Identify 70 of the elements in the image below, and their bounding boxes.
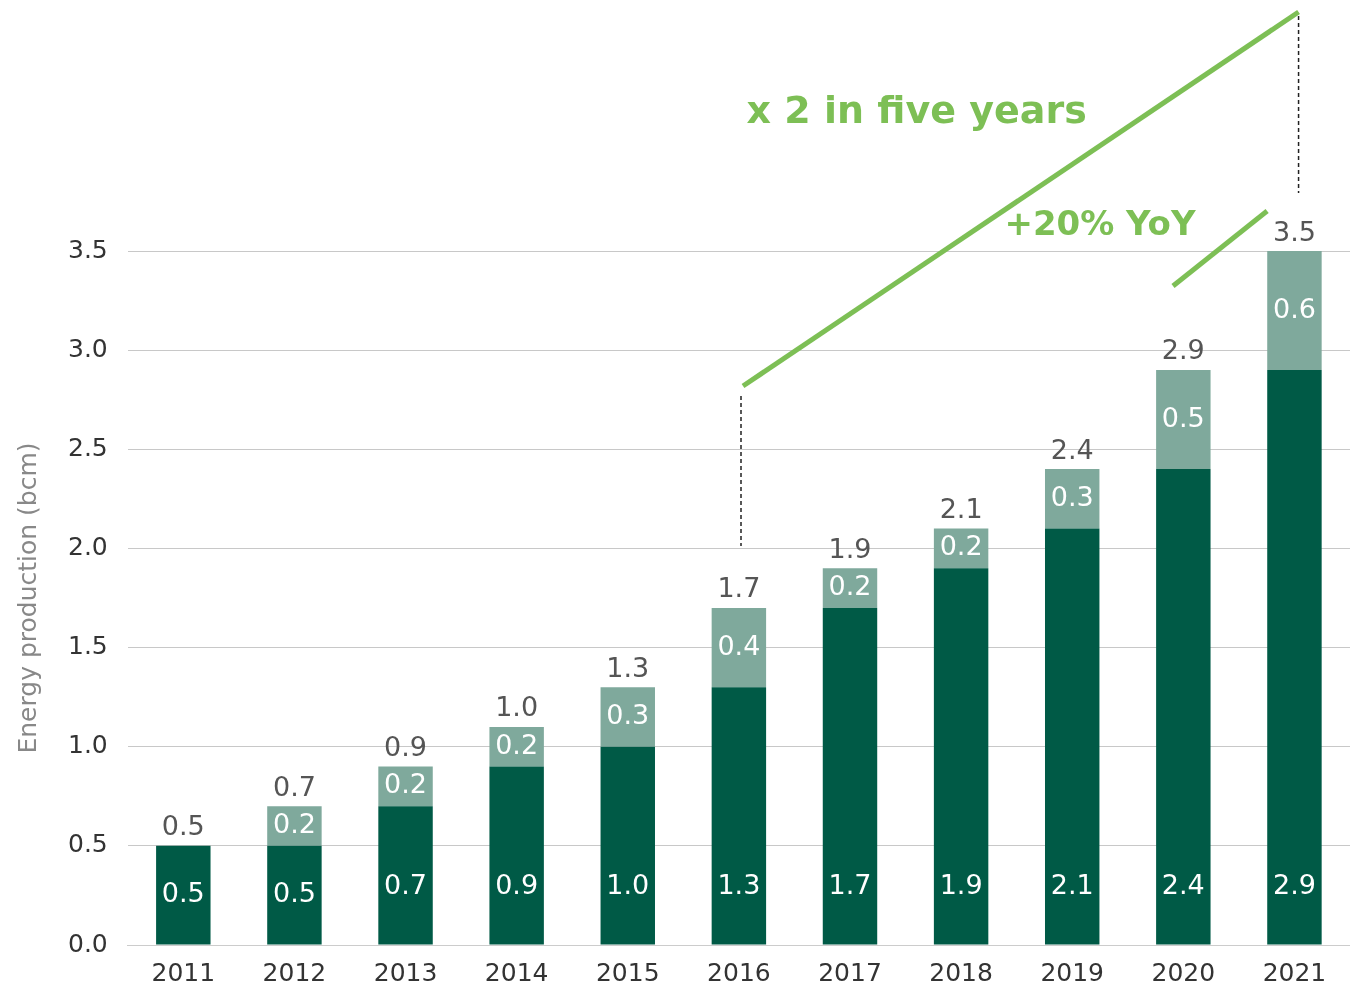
data-label: 0.2 <box>272 808 316 840</box>
text: +20% YoY <box>1004 202 1196 243</box>
total-label: 0.7 <box>272 770 316 802</box>
data-label: 0.5 <box>1161 401 1205 433</box>
bar <box>489 766 544 945</box>
bar <box>711 607 767 688</box>
data-label: 1.3 <box>717 868 761 900</box>
y-tick-label: 1.5 <box>67 631 108 661</box>
bar <box>1044 528 1100 945</box>
data-label: 0.5 <box>161 877 205 909</box>
bar <box>1156 469 1211 945</box>
bar <box>156 845 211 945</box>
y-tick-label: 2.5 <box>67 432 108 462</box>
bar <box>1156 369 1211 470</box>
bar <box>1267 251 1322 370</box>
data-label: 1.7 <box>828 868 872 900</box>
data-label: 2.4 <box>1161 868 1205 900</box>
y-tick-label: 0.5 <box>67 829 108 859</box>
data-label: 2.9 <box>1272 868 1316 900</box>
y-tick-label: 2.0 <box>67 531 108 561</box>
bar <box>378 806 433 945</box>
total-label: 1.9 <box>828 532 872 564</box>
bar <box>822 607 878 945</box>
data-label: 0.5 <box>272 877 316 909</box>
data-label: 0.9 <box>495 868 539 900</box>
bar <box>1267 369 1322 945</box>
data-label: 0.7 <box>384 868 428 900</box>
x-tick-label: 2018 <box>929 957 993 987</box>
y-tick-label: 0.0 <box>67 928 108 958</box>
data-label: 0.2 <box>384 768 428 800</box>
total-label: 2.4 <box>1050 433 1094 465</box>
total-label: 3.5 <box>1272 215 1316 247</box>
bar <box>933 568 989 945</box>
data-label: 2.1 <box>1050 868 1094 900</box>
text: x 2 in five years <box>746 87 1087 132</box>
y-tick-label: 3.0 <box>67 333 108 363</box>
data-label: 0.3 <box>606 698 650 730</box>
data-label: 1.0 <box>606 868 650 900</box>
x-tick-label: 2019 <box>1040 957 1105 987</box>
y-tick-label: 1.0 <box>67 730 108 760</box>
x-tick-label: 2012 <box>262 957 327 987</box>
x-tick-label: 2015 <box>595 957 660 987</box>
bar <box>600 746 655 945</box>
data-label: 0.4 <box>717 629 761 661</box>
data-label: 0.3 <box>1050 480 1094 512</box>
x-tick-label: 2017 <box>818 957 882 987</box>
total-label: 1.0 <box>495 691 539 723</box>
data-label: 0.6 <box>1272 292 1316 324</box>
data-label: 0.2 <box>939 530 983 562</box>
x-tick-label: 2011 <box>151 957 216 987</box>
total-label: 2.9 <box>1161 334 1205 366</box>
total-label: 1.3 <box>606 651 650 683</box>
x-tick-label: 2014 <box>484 957 549 987</box>
y-tick-label: 3.5 <box>67 234 108 264</box>
bar <box>267 845 322 945</box>
total-label: 0.9 <box>384 731 428 763</box>
bar <box>600 687 655 747</box>
total-label: 0.5 <box>161 810 205 842</box>
total-label: 1.7 <box>717 572 761 604</box>
total-label: 2.1 <box>939 493 983 525</box>
data-label: 1.9 <box>939 868 983 900</box>
x-tick-label: 2013 <box>373 957 438 987</box>
data-label: 0.2 <box>828 570 872 602</box>
y-axis-title: Energy production (bcm) <box>12 442 42 754</box>
bar <box>1044 469 1100 529</box>
bar <box>711 687 767 945</box>
x-tick-label: 2016 <box>707 957 771 987</box>
x-tick-label: 2020 <box>1151 957 1216 987</box>
data-label: 0.2 <box>495 728 539 760</box>
x-tick-label: 2021 <box>1262 957 1327 987</box>
